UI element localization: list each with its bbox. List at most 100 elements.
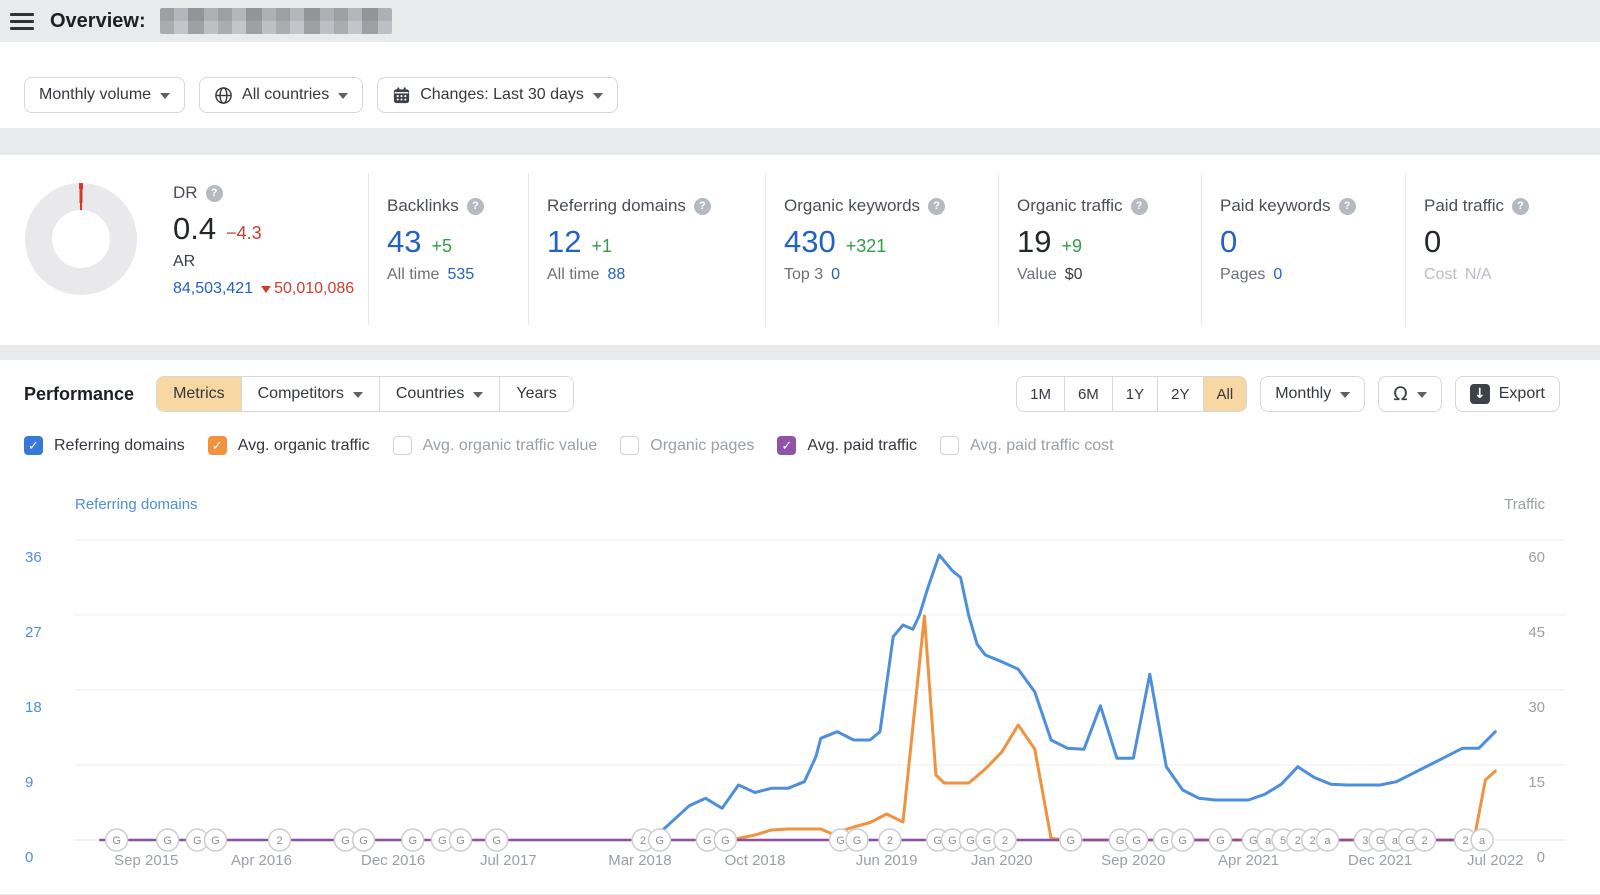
timeline-event-marker[interactable] [104,828,129,852]
help-icon[interactable]: ? [1338,197,1356,215]
legend-label: Avg. paid traffic cost [970,436,1114,454]
filter-volume-mode[interactable]: Monthly volume [24,77,186,113]
help-icon[interactable]: ? [693,197,711,215]
checkbox-icon [620,436,640,455]
legend-toggle[interactable]: Organic pages [620,436,754,455]
timeline-event-marker[interactable] [845,828,869,852]
metric-sub-label: All time [387,266,440,283]
timeline-event-label: a [1479,835,1486,847]
download-file-icon: ↓ [1469,384,1490,404]
timeline-event-marker[interactable] [267,828,292,852]
timeline-event-marker[interactable] [1059,828,1083,852]
help-icon[interactable]: ? [928,197,946,215]
export-button[interactable]: ↓ Export [1454,376,1560,412]
range-1m[interactable]: 1M [1017,377,1064,411]
timeline-event-label: G [933,835,942,847]
metric-sub-label: Value [1017,266,1057,283]
timeline-event-label: 2 [887,835,893,847]
metric-sub-value[interactable]: 535 [447,266,475,283]
timeline-event-marker[interactable] [1470,828,1494,852]
filter-countries[interactable]: All countries [199,77,364,113]
checkbox-icon: ✓ [777,436,797,455]
timeline-event-label: 2 [640,835,646,847]
timeline-event-marker[interactable] [401,828,425,852]
legend-toggle[interactable]: ✓ Referring domains [24,436,185,455]
timeline-event-marker[interactable] [1315,828,1340,852]
timeline-event-marker[interactable] [203,828,228,852]
timeline-event-label: G [983,835,992,847]
metric-value[interactable]: 0 [1220,224,1238,259]
help-icon[interactable]: ? [1512,197,1530,215]
x-axis-tick: Oct 2018 [725,852,786,869]
timeline-event-marker[interactable] [1412,828,1437,852]
chevron-down-icon [160,93,171,99]
timeline-event-label: G [1067,835,1076,847]
filter-changes-period[interactable]: Changes: Last 30 days [377,77,618,113]
timeline-event-label: G [163,835,172,847]
filter-bar: Monthly volume All countries Changes: Last… [0,42,1600,128]
range-1y[interactable]: 1Y [1111,377,1158,411]
x-axis-tick: Jun 2019 [856,852,918,869]
timeline-event-marker[interactable] [351,828,376,852]
legend-toggle[interactable]: ✓ Avg. paid traffic [777,436,917,455]
metric-sub-label: Cost [1424,266,1457,283]
timeline-event-marker[interactable] [155,828,180,852]
legend-toggle[interactable]: ✓ Avg. organic traffic [207,436,370,455]
legend-label: Referring domains [54,436,185,454]
metric-value[interactable]: 43 [387,224,422,259]
tab-years[interactable]: Years [499,377,573,411]
range-6m[interactable]: 6M [1063,377,1112,411]
timeline-event-marker[interactable] [1170,828,1195,852]
filter-label: Changes: Last 30 days [420,86,584,103]
interval-dropdown[interactable]: Monthly [1260,376,1366,412]
tab-competitors[interactable]: Competitors [240,377,379,411]
help-icon[interactable]: ? [205,184,223,202]
metric-value[interactable]: 12 [547,224,582,259]
performance-chart[interactable]: 36 27 18 9 0 60 45 30 15 0 Referring domains Traffi… [0,481,1600,895]
tab-metrics[interactable]: Metrics [157,377,241,411]
range-all[interactable]: All [1202,377,1247,411]
metric-sub-value: N/A [1464,266,1492,283]
x-axis-tick: Jul 2017 [480,852,537,869]
chevron-down-icon [473,392,484,398]
timeline-event-label: G [1405,835,1414,847]
help-icon[interactable]: ? [1130,197,1148,215]
timeline-event-marker[interactable] [448,828,473,852]
section-title: Performance [24,383,135,404]
timeline-event-label: G [1216,835,1225,847]
metric-sub-value[interactable]: 0 [1273,266,1283,283]
timeline-event-marker[interactable] [1208,828,1233,852]
timeline-event-marker[interactable] [993,828,1017,852]
metric-value: 19 [1017,224,1052,259]
help-icon[interactable]: ? [466,197,484,215]
left-axis-tick: 0 [25,849,33,866]
timeline-event-label: G [1116,835,1125,847]
ar-value[interactable]: 84,503,421 [173,280,254,297]
timeline-event-marker[interactable] [1124,828,1149,852]
timeline-event-label: G [853,835,862,847]
legend-toggle[interactable]: Avg. paid traffic cost [940,436,1114,455]
tab-label: Competitors [257,385,344,402]
timeline-event-marker[interactable] [647,828,672,852]
metric-card-referring-domains: Referring domains? 12 +1 All time 88 [528,173,765,325]
timeline-event-label: G [1132,835,1141,847]
metric-sub-value[interactable]: 0 [831,266,841,283]
metric-label: Backlinks [387,196,459,215]
metric-value[interactable]: 430 [784,224,836,259]
hamburger-menu-icon[interactable] [10,12,34,30]
redacted-domain-name [159,8,392,34]
performance-tabs: Metrics Competitors Countries Years [156,376,574,412]
legend-toggle[interactable]: Avg. organic traffic value [392,436,597,455]
dr-delta: −4.3 [226,223,262,243]
timeline-event-marker[interactable] [878,828,902,852]
metric-label: Organic keywords [784,196,921,215]
metric-sub-value[interactable]: 88 [607,266,626,283]
timeline-event-label: G [211,835,220,847]
calendar-icon [392,86,411,105]
timeline-event-marker[interactable] [713,828,738,852]
tab-countries[interactable]: Countries [378,377,500,411]
annotations-dropdown[interactable]: Ω [1378,376,1442,412]
timeline-event-marker[interactable] [484,828,509,852]
range-2y[interactable]: 2Y [1157,377,1203,411]
chevron-down-icon [592,93,603,99]
